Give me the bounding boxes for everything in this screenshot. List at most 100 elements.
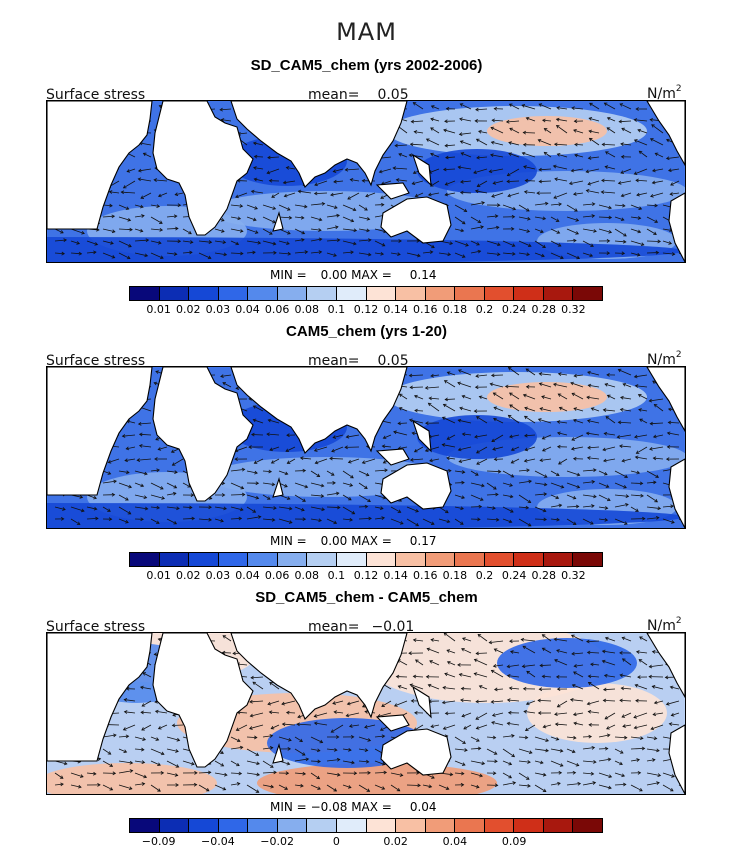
wind-vector-head (571, 437, 576, 441)
wind-vector (198, 252, 211, 259)
wind-vector-head (160, 771, 165, 775)
wind-vector-head (558, 770, 563, 775)
wind-vector (412, 180, 424, 185)
wind-vector-head (255, 752, 260, 756)
land-mass (380, 462, 452, 510)
wind-vector (460, 699, 472, 702)
wind-vector (511, 446, 520, 451)
wind-vector (550, 504, 562, 508)
wind-vector (614, 204, 625, 207)
wind-vector (150, 784, 161, 792)
wind-vector (630, 240, 644, 246)
wind-vector-head (347, 785, 352, 789)
wind-vector (246, 240, 261, 244)
wind-vector (252, 681, 264, 690)
wind-vector-head (461, 432, 466, 437)
wind-vector (454, 470, 465, 473)
wind-vector (486, 240, 501, 246)
colorbar-tick-label: 0.2 (475, 303, 494, 316)
wind-vector (667, 432, 680, 436)
wind-vector (262, 735, 273, 738)
wind-vector (491, 721, 504, 726)
wind-vector-head (222, 382, 226, 386)
wind-vector-head (219, 107, 223, 112)
wind-vector-head (444, 119, 448, 124)
wind-vector-head (606, 251, 611, 255)
colorbar-tick-label: 0.2 (475, 569, 494, 582)
wind-vector-head (619, 750, 624, 754)
wind-vector (598, 216, 612, 218)
wind-vector (652, 168, 664, 172)
wind-vector (490, 127, 504, 134)
wind-vector (102, 734, 117, 738)
colorbar-tick-label: 0.03 (205, 303, 231, 316)
wind-vector (445, 712, 456, 714)
wind-vector (588, 711, 600, 714)
wind-vector-head (413, 448, 418, 453)
wind-vector-head (457, 662, 461, 667)
wind-vector (134, 470, 148, 475)
wind-vector (198, 771, 211, 774)
wind-vector-head (286, 761, 291, 766)
wind-vector (671, 712, 680, 716)
wind-vector-head (238, 771, 243, 776)
wind-vector (486, 252, 500, 255)
wind-vector (422, 784, 432, 788)
wind-vector (646, 506, 661, 509)
wind-vector-head (461, 713, 466, 718)
wind-vector-head (637, 229, 642, 234)
wind-vector-head (384, 468, 388, 473)
wind-vector-head (154, 709, 159, 714)
wind-vector (558, 458, 568, 465)
wind-vector-head (635, 698, 639, 703)
wind-vector (587, 700, 600, 705)
wind-vector (634, 374, 648, 378)
wind-vector-head (345, 434, 350, 439)
wind-vector (447, 371, 456, 376)
wind-vector-head (337, 505, 341, 510)
wind-vector-head (475, 138, 480, 143)
wind-vector (604, 674, 616, 678)
wind-vector-head (603, 431, 608, 436)
wind-vector-head (144, 253, 149, 258)
wind-vector (230, 736, 241, 742)
wind-vector-head (634, 434, 638, 439)
colorbar-swatch (130, 287, 160, 300)
wind-vector-head (349, 483, 354, 487)
wind-vector-head (155, 437, 159, 441)
wind-vector-head (76, 521, 81, 525)
wind-vector (470, 772, 483, 777)
wind-vector-head (221, 650, 226, 655)
wind-vector-head (408, 418, 413, 423)
wind-vector (634, 119, 648, 122)
wind-vector-head (556, 420, 561, 424)
wind-vector (598, 494, 611, 501)
wind-vector (138, 422, 152, 425)
wind-vector (550, 470, 560, 476)
panel-1-min-label: MIN = (270, 268, 307, 282)
wind-vector (414, 395, 424, 400)
wind-vector (550, 203, 562, 206)
wind-vector-head (477, 219, 482, 224)
wind-vector (490, 154, 504, 158)
wind-vector (442, 687, 456, 690)
wind-vector-head (648, 398, 653, 403)
wind-vector (86, 506, 97, 510)
land-mass (230, 367, 408, 454)
wind-vector (646, 517, 659, 520)
wind-vector-head (394, 143, 398, 148)
wind-vector-head (525, 505, 530, 510)
wind-vector-head (497, 469, 502, 474)
wind-vector (158, 724, 168, 730)
wind-vector-head (493, 648, 498, 652)
wind-vector (326, 252, 337, 257)
wind-vector-head (506, 179, 510, 184)
wind-vector (470, 736, 480, 742)
wind-vector-head (313, 448, 318, 452)
wind-vector (126, 446, 136, 450)
colorbar-swatch (189, 287, 219, 300)
wind-vector (54, 506, 66, 510)
wind-vector (134, 252, 148, 257)
wind-vector (505, 385, 520, 388)
wind-vector-head (606, 726, 610, 730)
